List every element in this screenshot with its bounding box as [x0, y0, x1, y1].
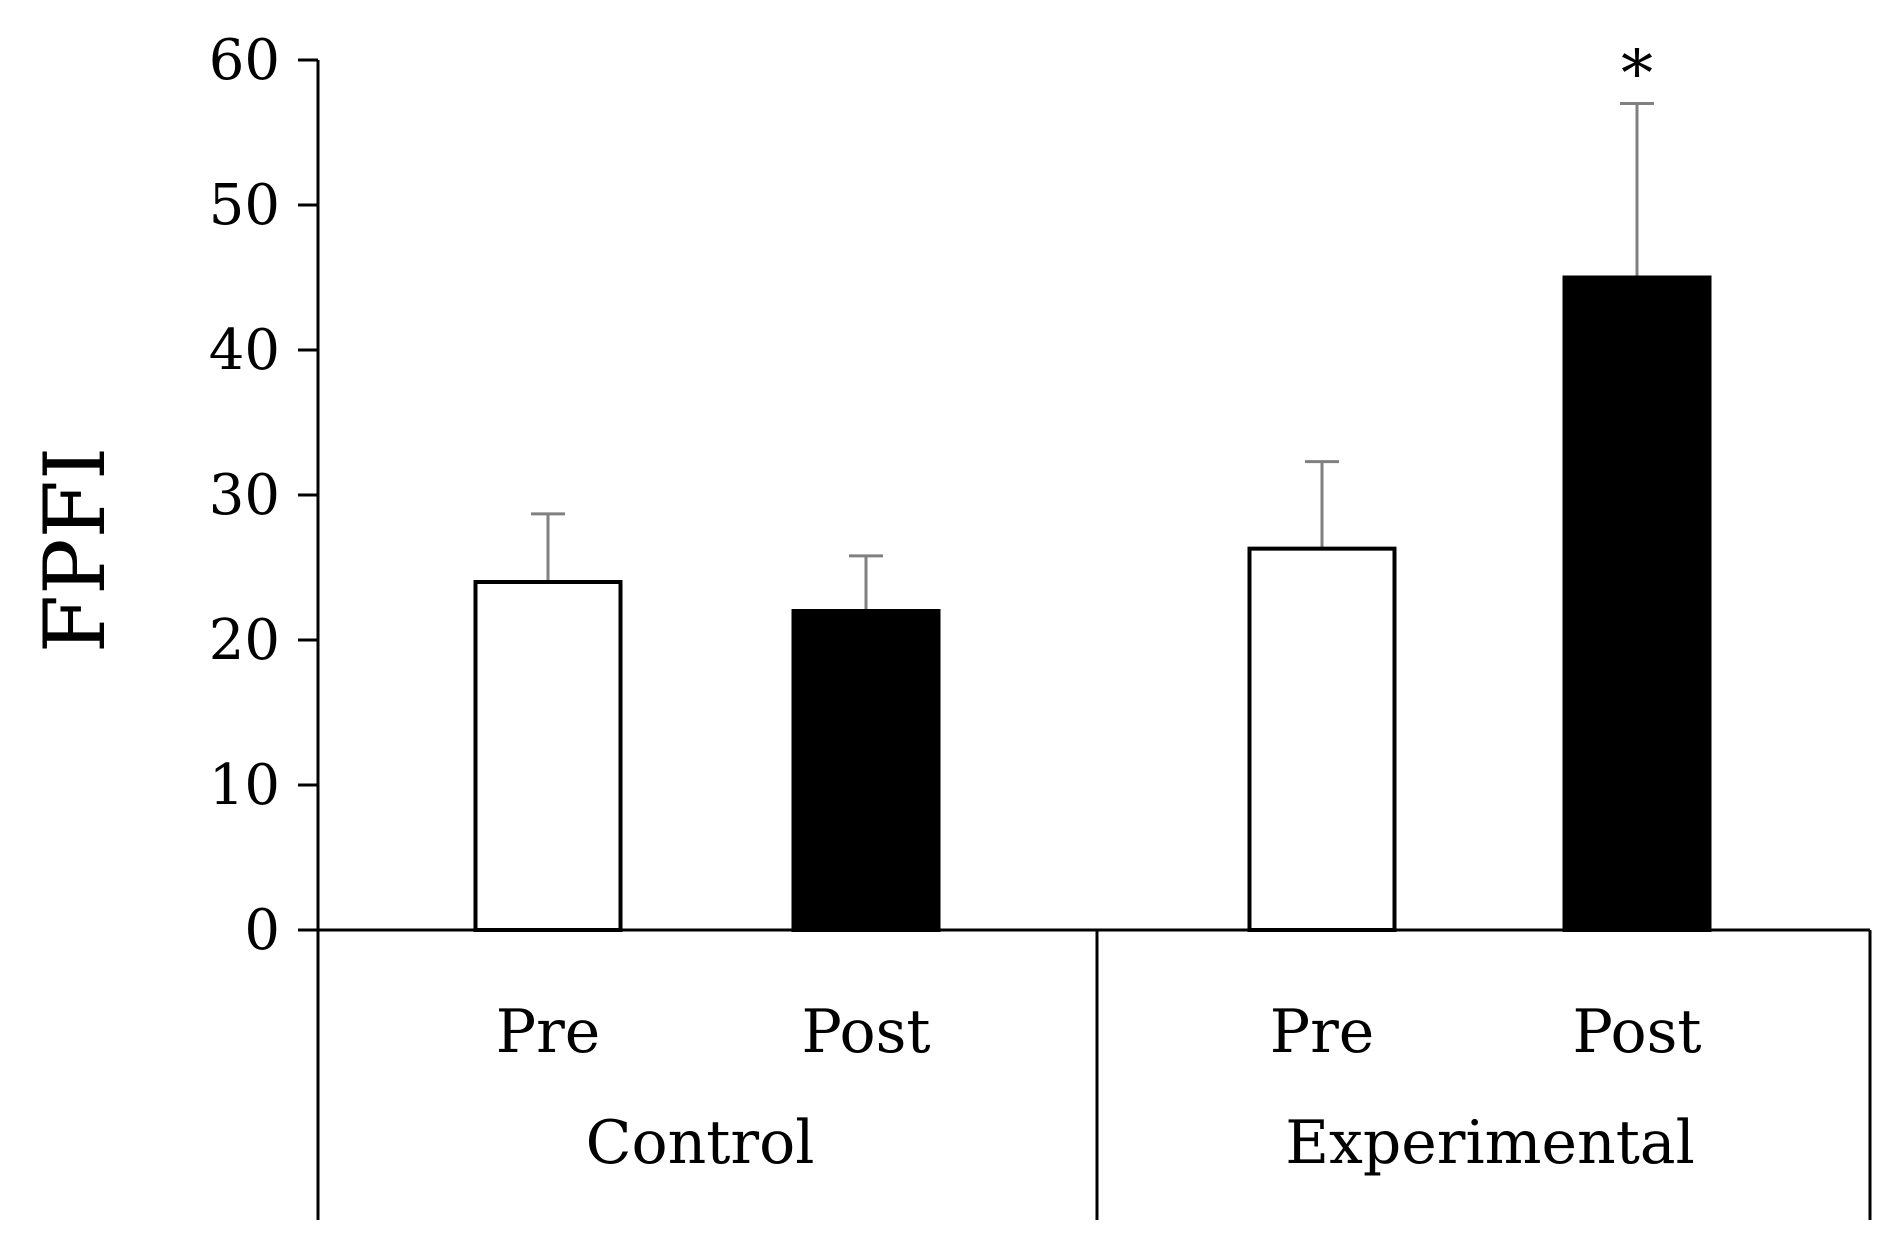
- y-tick-label: 20: [209, 608, 280, 673]
- x-group-label: Experimental: [1285, 1108, 1695, 1178]
- bars: *: [473, 38, 1712, 933]
- y-ticks: 0 10 20 30 40 50 60: [209, 28, 318, 963]
- y-tick-label: 60: [209, 28, 280, 93]
- x-labels: Pre Post Control Pre Post Experimental: [496, 997, 1702, 1178]
- x-category-label: Post: [1573, 997, 1702, 1067]
- x-category-label: Post: [802, 997, 931, 1067]
- y-tick-label: 0: [244, 898, 280, 963]
- bar-experimental-pre: [1247, 546, 1397, 933]
- x-category-label: Pre: [496, 997, 601, 1067]
- bar-experimental-post: [1562, 275, 1712, 932]
- y-tick-label: 50: [209, 173, 280, 238]
- bar-control-post: [791, 609, 941, 932]
- significance-marker: *: [1621, 38, 1653, 112]
- y-tick-label: 40: [209, 318, 280, 383]
- y-axis-title: FPFI: [26, 447, 124, 653]
- bar-control-pre: [473, 580, 623, 932]
- y-tick-label: 10: [209, 753, 280, 818]
- y-tick-label: 30: [209, 463, 280, 528]
- x-category-label: Pre: [1270, 997, 1375, 1067]
- x-group-label: Control: [586, 1108, 815, 1178]
